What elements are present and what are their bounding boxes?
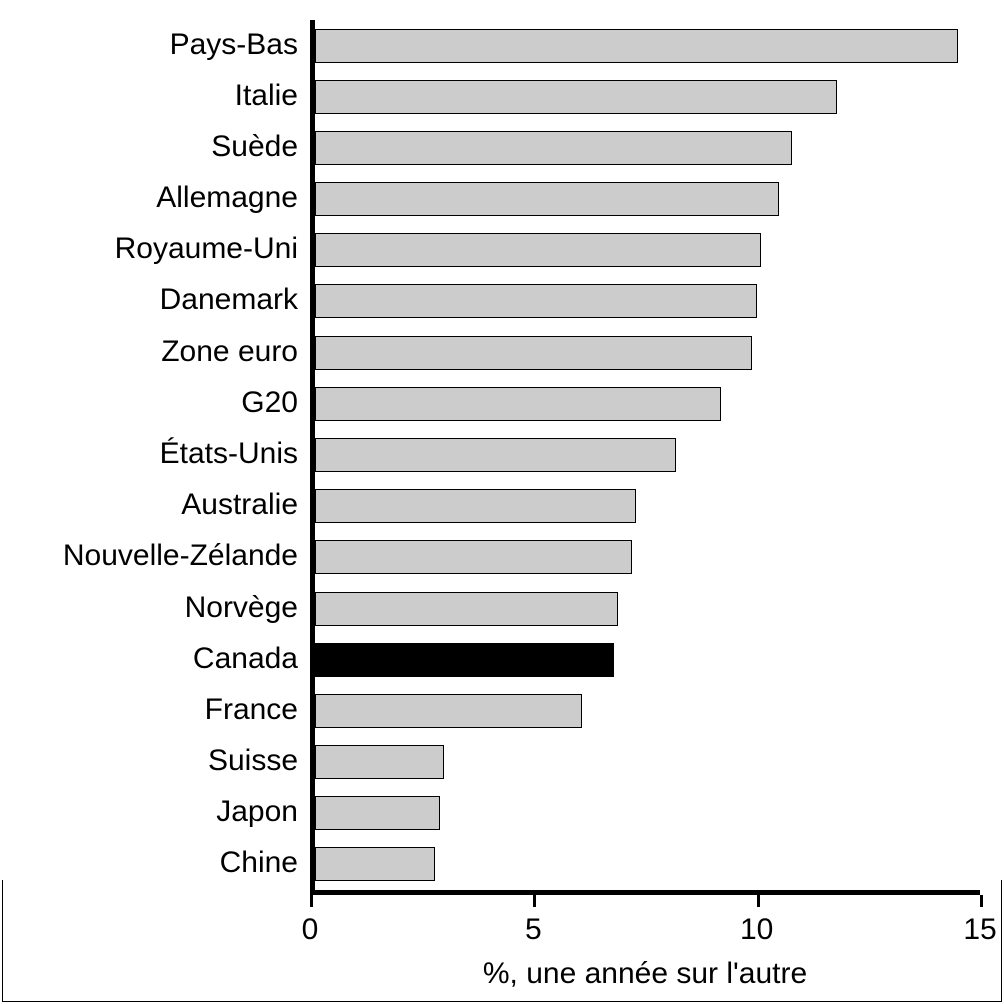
bar-pays-bas [315, 29, 958, 63]
bar-canada [315, 643, 614, 677]
x-tick-label: 15 [963, 913, 996, 947]
category-label: Pays-Bas [170, 28, 298, 62]
bar-su-de [315, 131, 792, 165]
plot-area [310, 20, 980, 890]
category-label: Royaume-Uni [115, 232, 298, 266]
x-tick-label: 0 [302, 913, 319, 947]
category-label: Allemagne [156, 181, 298, 215]
bar-g20 [315, 387, 721, 421]
category-label: G20 [241, 386, 298, 420]
bar-suisse [315, 745, 444, 779]
inflation-bar-chart: Pays-Bas Italie Suède Allemagne Royaume-Uni D… [0, 0, 1004, 1004]
bar-zone-euro [315, 336, 752, 370]
bar-chine [315, 847, 435, 881]
x-axis-title: %, une année sur l'autre [483, 957, 807, 991]
category-label: Japon [216, 795, 298, 829]
category-label: Suède [211, 130, 298, 164]
category-label: Danemark [160, 283, 298, 317]
category-label: Australie [181, 488, 298, 522]
x-tick-label: 5 [525, 913, 542, 947]
category-label: Nouvelle-Zélande [63, 539, 298, 573]
bar-australie [315, 489, 636, 523]
x-tick [757, 895, 760, 907]
bar-allemagne [315, 182, 779, 216]
x-tick-label: 10 [740, 913, 773, 947]
category-label: États-Unis [160, 437, 298, 471]
bar-france [315, 694, 582, 728]
category-label: Canada [193, 642, 298, 676]
bar-royaume-uni [315, 233, 761, 267]
x-tick [980, 895, 983, 907]
x-axis-line [310, 890, 980, 895]
bar-nouvelle-z-lande [315, 540, 632, 574]
category-label: Zone euro [161, 335, 298, 369]
x-tick [533, 895, 536, 907]
category-label: Suisse [208, 744, 298, 778]
bar-italie [315, 80, 837, 114]
bar-japon [315, 796, 440, 830]
bar-norv-ge [315, 592, 618, 626]
bar--tats-unis [315, 438, 676, 472]
category-label: Chine [220, 846, 298, 880]
x-tick [310, 895, 313, 907]
category-label: Italie [235, 79, 298, 113]
bar-danemark [315, 284, 757, 318]
category-label: Norvège [185, 591, 298, 625]
category-label: France [205, 693, 298, 727]
